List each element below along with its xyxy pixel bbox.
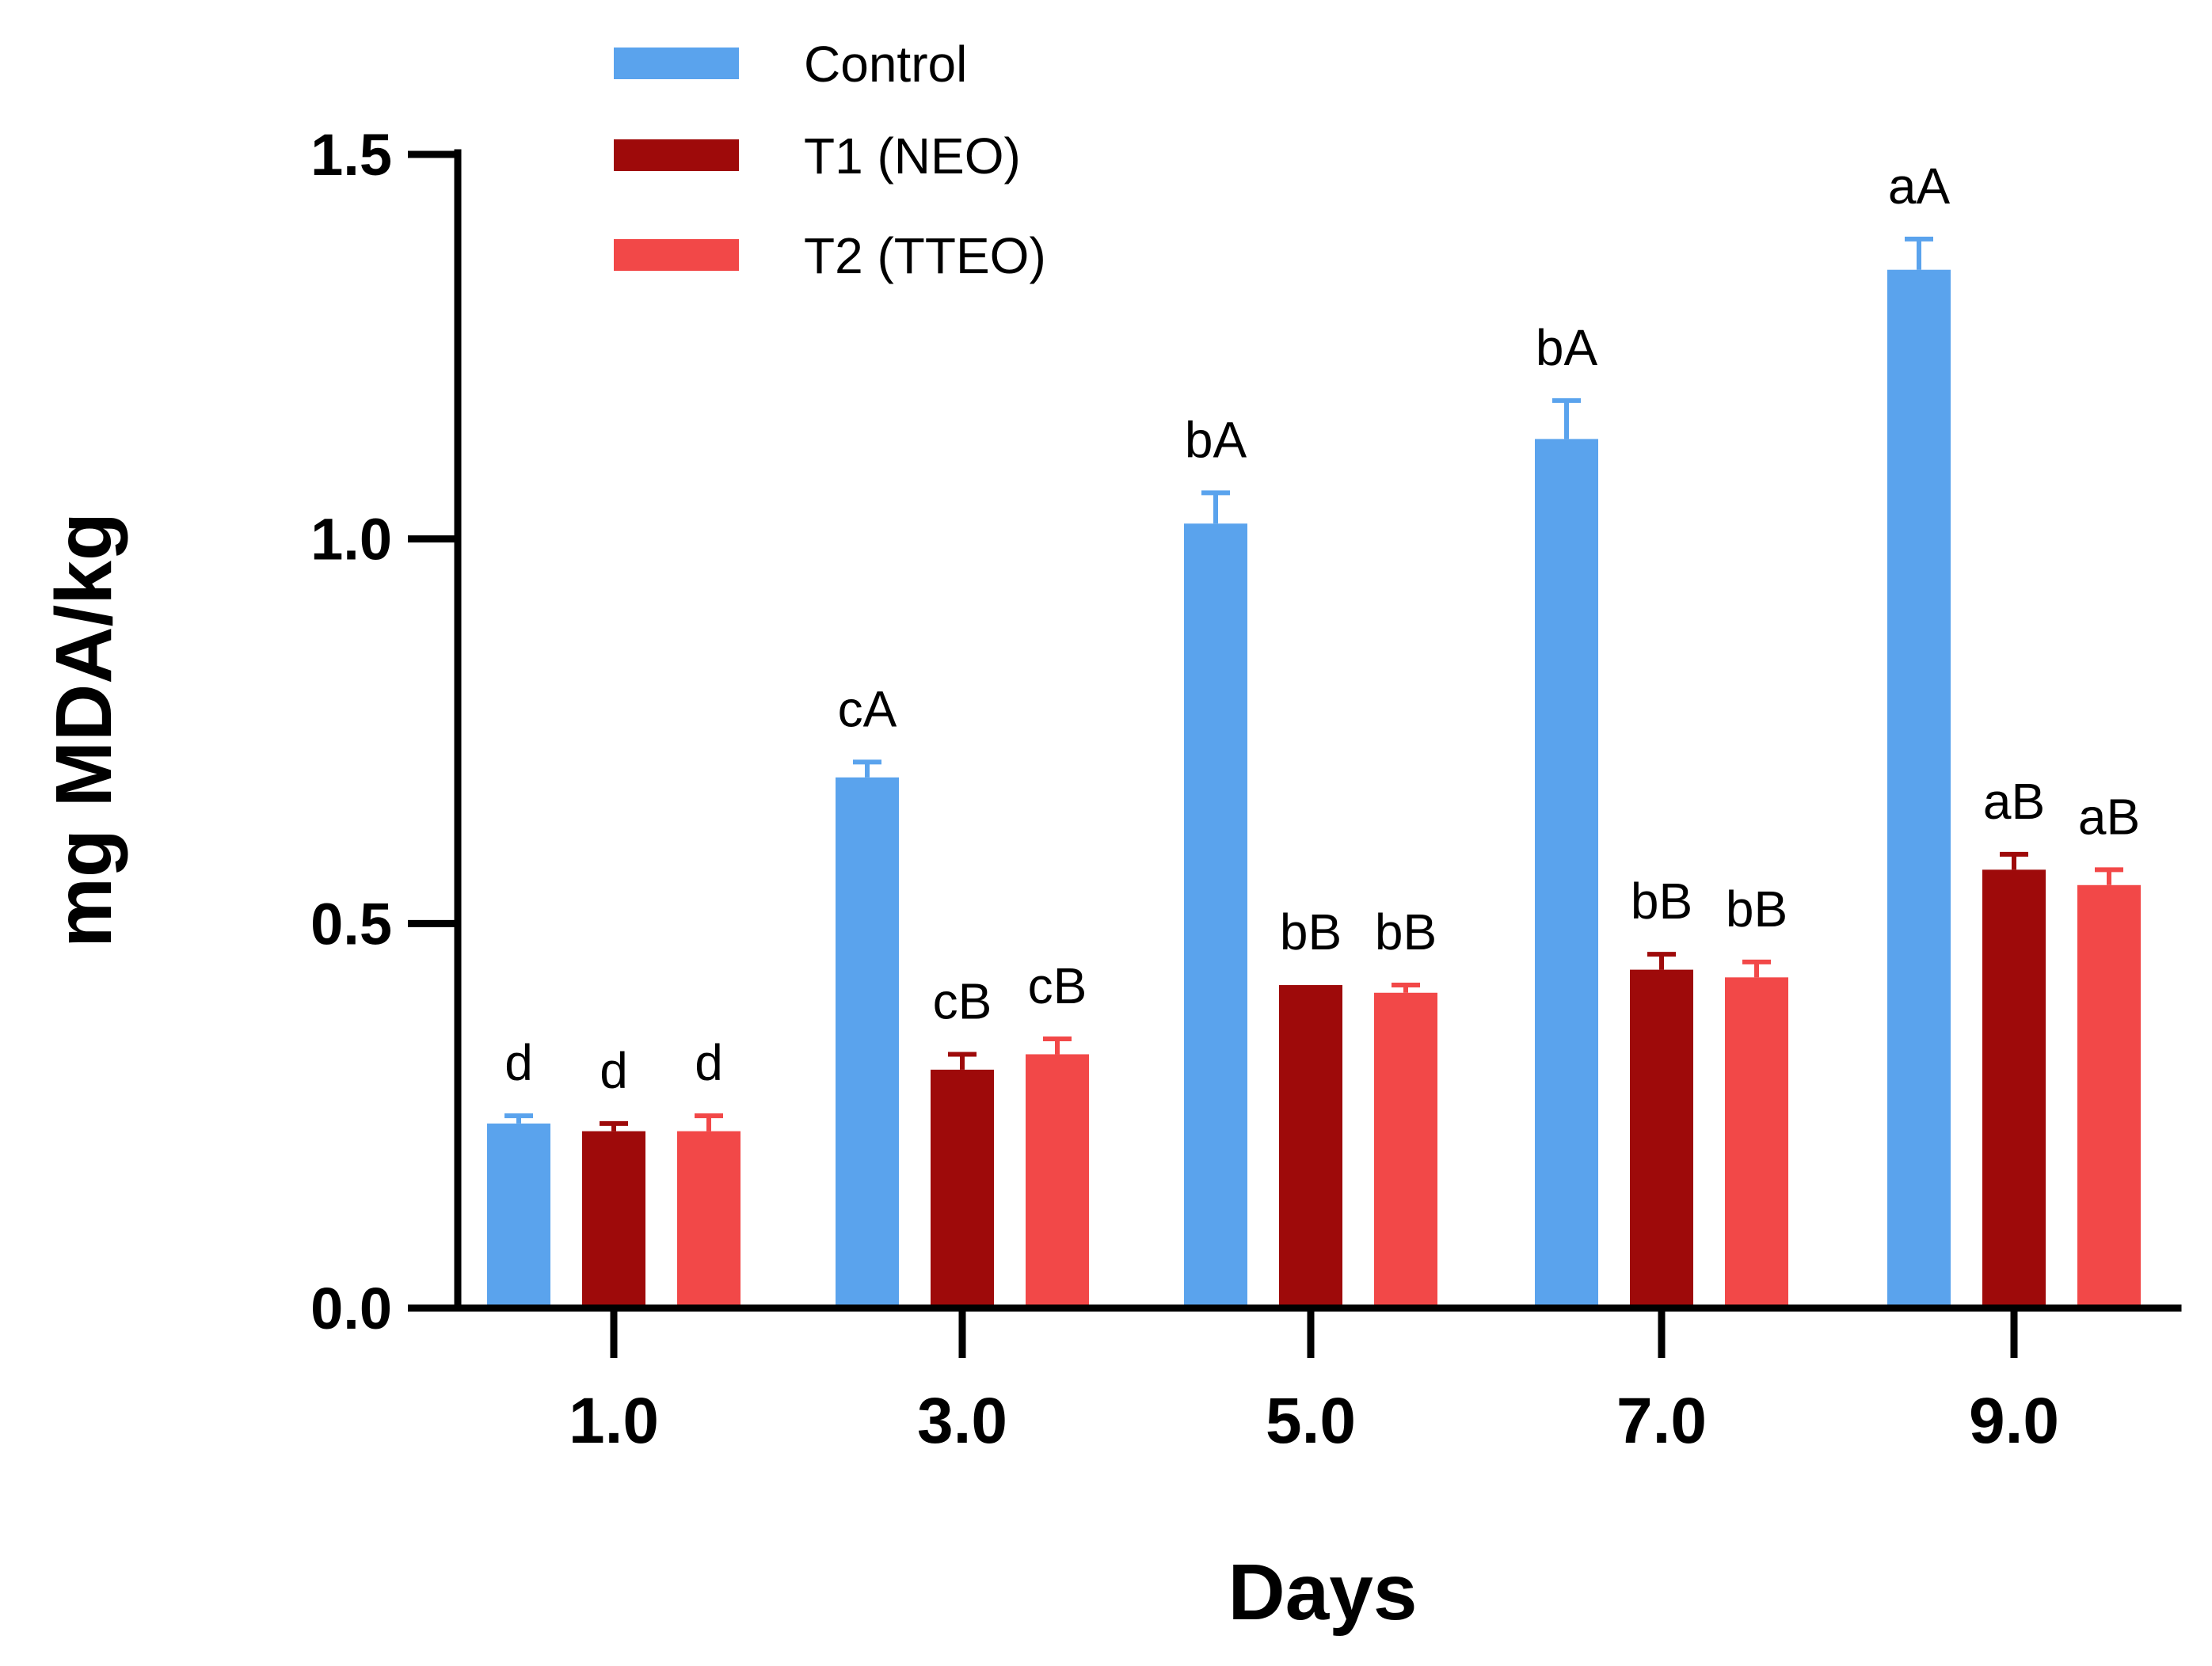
x-axis-title: Days [1228,1548,1417,1637]
legend-swatch-1 [614,48,739,79]
axes-layer [454,149,2182,1312]
annotation-3-3: bB [1375,903,1437,960]
y-tick-label-3: 1.0 [310,507,392,572]
legend-swatch-3 [614,239,739,271]
legend-label-3: T2 (TTEO) [804,227,1046,284]
annotation-3-5: aB [2078,788,2140,845]
y-axis-title: mg MDA/kg [40,512,128,948]
x-tick-label-2: 3.0 [917,1385,1007,1457]
annotation-3-1: d [695,1034,723,1091]
bar-2-5 [1982,869,2046,1308]
bar-3-4 [1725,977,1788,1308]
bar-1-5 [1887,269,1951,1309]
annotation-2-2: cB [933,972,992,1029]
bar-2-2 [931,1069,994,1308]
annotation-2-5: aB [1983,773,2045,830]
y-tick-label-1: 0.0 [310,1276,392,1341]
chart-legend: Control T1 (NEO) T2 (TTEO) [614,36,1046,284]
annotation-2-3: bB [1280,903,1342,960]
annotation-2-1: d [600,1042,628,1099]
bar-2-1 [582,1131,645,1308]
bar-2-3 [1279,985,1342,1308]
legend-label-2: T1 (NEO) [804,127,1021,184]
x-tick-label-4: 7.0 [1616,1385,1707,1457]
y-tick-label-4: 1.5 [310,122,392,188]
bar-3-5 [2077,884,2141,1308]
annotations-layer: d cA bA bA aA d cB bB bB aB d cB bB bB aB [504,158,2140,1099]
annotation-1-1: d [504,1034,533,1091]
annotation-1-3: bA [1185,411,1247,468]
x-tick-label-5: 9.0 [1969,1385,2059,1457]
bar-1-1 [487,1123,550,1308]
annotation-3-4: bB [1726,881,1787,938]
annotation-2-4: bB [1631,873,1692,930]
annotation-3-2: cB [1028,957,1087,1014]
bar-1-2 [836,777,899,1308]
y-tick-label-2: 0.5 [310,891,392,957]
legend-label-1: Control [804,36,967,93]
error-bars-layer [504,236,2123,1132]
bar-3-2 [1026,1054,1089,1308]
y-ticks: 0.0 0.5 1.0 1.5 [310,122,458,1341]
legend-swatch-2 [614,139,739,171]
x-tick-label-3: 5.0 [1266,1385,1356,1457]
x-ticks: 1.0 3.0 5.0 7.0 9.0 [569,1308,2059,1457]
bar-3-3 [1374,992,1437,1308]
x-tick-label-1: 1.0 [569,1385,659,1457]
bar-3-1 [677,1131,741,1308]
annotation-1-2: cA [838,680,897,737]
bar-1-4 [1535,439,1598,1308]
bar-1-3 [1184,523,1247,1308]
annotation-1-4: bA [1536,319,1598,376]
annotation-1-5: aA [1888,158,1951,215]
bars-layer [487,269,2141,1309]
bar-2-4 [1630,969,1693,1308]
